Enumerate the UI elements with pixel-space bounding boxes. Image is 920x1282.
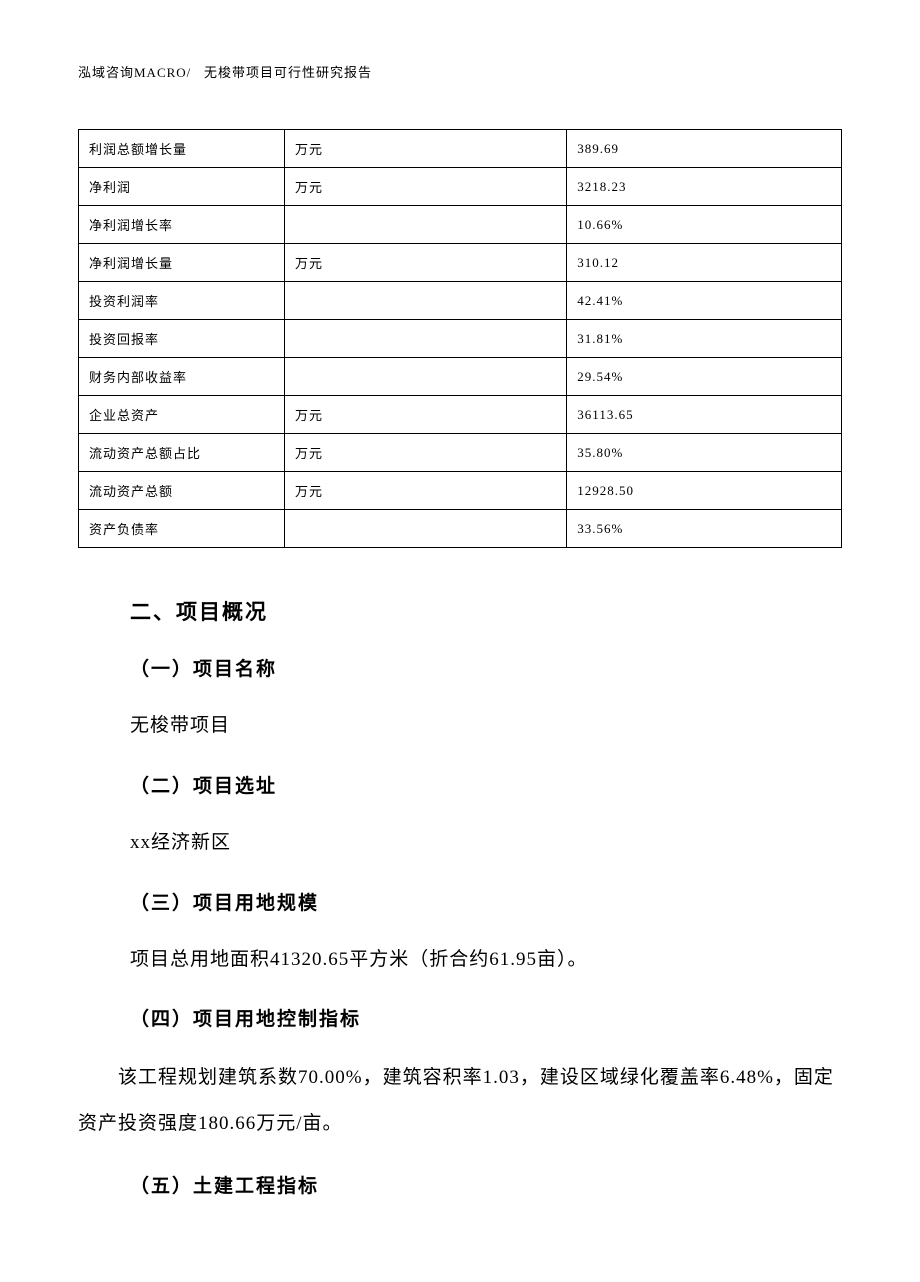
subsection-1-text: 无梭带项目	[130, 705, 842, 747]
table-cell-value: 35.80%	[567, 434, 842, 472]
table-row: 投资利润率 42.41%	[79, 282, 842, 320]
header-title: 无梭带项目可行性研究报告	[204, 65, 372, 80]
subsection-1-title: （一）项目名称	[130, 654, 842, 681]
table-cell-unit	[285, 358, 567, 396]
table-cell-label: 净利润	[79, 168, 285, 206]
table-cell-label: 净利润增长量	[79, 244, 285, 282]
table-row: 流动资产总额占比万元35.80%	[79, 434, 842, 472]
table-cell-value: 31.81%	[567, 320, 842, 358]
table-cell-unit: 万元	[285, 472, 567, 510]
table-row: 净利润增长率 10.66%	[79, 206, 842, 244]
table-cell-unit: 万元	[285, 168, 567, 206]
table-cell-label: 财务内部收益率	[79, 358, 285, 396]
table-row: 净利润增长量万元310.12	[79, 244, 842, 282]
table-cell-value: 10.66%	[567, 206, 842, 244]
section-main-title: 二、项目概况	[130, 596, 842, 626]
table-cell-unit	[285, 510, 567, 548]
table-cell-label: 利润总额增长量	[79, 130, 285, 168]
subsection-5-title: （五）土建工程指标	[130, 1171, 842, 1198]
content-area: 二、项目概况 （一）项目名称 无梭带项目 （二）项目选址 xx经济新区 （三）项…	[78, 596, 842, 1198]
table-row: 企业总资产万元36113.65	[79, 396, 842, 434]
table-cell-label: 投资回报率	[79, 320, 285, 358]
table-cell-value: 42.41%	[567, 282, 842, 320]
table-cell-value: 389.69	[567, 130, 842, 168]
document-page: 泓域咨询MACRO/ 无梭带项目可行性研究报告 利润总额增长量万元389.69净…	[0, 0, 920, 1282]
table-cell-unit	[285, 320, 567, 358]
table-cell-label: 企业总资产	[79, 396, 285, 434]
header-company: 泓域咨询MACRO/	[78, 65, 191, 80]
table-cell-value: 3218.23	[567, 168, 842, 206]
table-row: 利润总额增长量万元389.69	[79, 130, 842, 168]
subsection-3-text: 项目总用地面积41320.65平方米（折合约61.95亩）。	[130, 939, 842, 981]
table-cell-unit	[285, 282, 567, 320]
table-cell-label: 净利润增长率	[79, 206, 285, 244]
table-row: 资产负债率 33.56%	[79, 510, 842, 548]
table-row: 流动资产总额万元12928.50	[79, 472, 842, 510]
subsection-2-text: xx经济新区	[130, 822, 842, 864]
financial-table: 利润总额增长量万元389.69净利润万元3218.23净利润增长率10.66%净…	[78, 129, 842, 548]
subsection-4-text: 该工程规划建筑系数70.00%，建筑容积率1.03，建设区域绿化覆盖率6.48%…	[78, 1055, 842, 1146]
table-cell-value: 33.56%	[567, 510, 842, 548]
table-row: 财务内部收益率 29.54%	[79, 358, 842, 396]
table-cell-unit: 万元	[285, 130, 567, 168]
page-header: 泓域咨询MACRO/ 无梭带项目可行性研究报告	[78, 62, 842, 81]
subsection-3-title: （三）项目用地规模	[130, 888, 842, 915]
table-cell-value: 12928.50	[567, 472, 842, 510]
subsection-2-title: （二）项目选址	[130, 771, 842, 798]
table-cell-label: 资产负债率	[79, 510, 285, 548]
subsection-4-title: （四）项目用地控制指标	[130, 1004, 842, 1031]
table-row: 投资回报率 31.81%	[79, 320, 842, 358]
table-cell-unit: 万元	[285, 434, 567, 472]
table-cell-value: 36113.65	[567, 396, 842, 434]
table-cell-label: 流动资产总额占比	[79, 434, 285, 472]
table-cell-label: 投资利润率	[79, 282, 285, 320]
table-cell-unit: 万元	[285, 244, 567, 282]
table-cell-unit	[285, 206, 567, 244]
table-cell-value: 310.12	[567, 244, 842, 282]
table-cell-label: 流动资产总额	[79, 472, 285, 510]
table-cell-value: 29.54%	[567, 358, 842, 396]
table-cell-unit: 万元	[285, 396, 567, 434]
table-row: 净利润万元3218.23	[79, 168, 842, 206]
